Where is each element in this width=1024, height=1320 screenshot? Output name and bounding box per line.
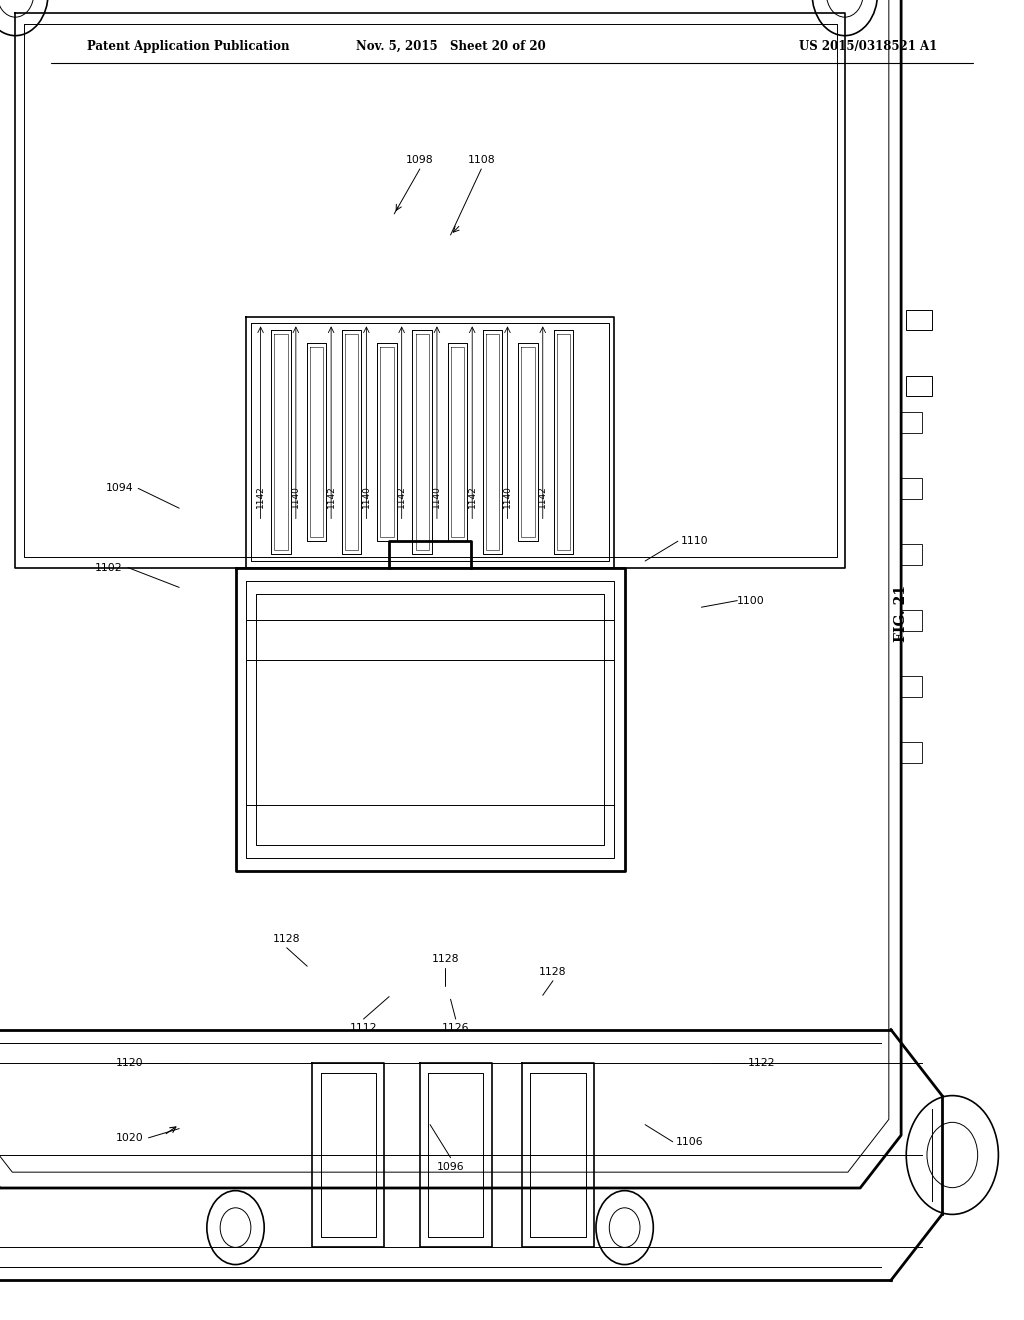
Text: 1096: 1096 (437, 1162, 464, 1172)
Text: 1128: 1128 (273, 933, 300, 944)
Text: 1120: 1120 (116, 1057, 143, 1068)
Text: 1106: 1106 (676, 1137, 703, 1147)
Text: 1098: 1098 (407, 154, 433, 165)
Bar (906, 310, 932, 330)
Bar (906, 376, 932, 396)
Text: Nov. 5, 2015   Sheet 20 of 20: Nov. 5, 2015 Sheet 20 of 20 (355, 40, 546, 53)
Text: 1140: 1140 (503, 486, 512, 508)
Text: 1142: 1142 (468, 486, 477, 508)
Text: 1142: 1142 (256, 486, 265, 508)
Text: 1094: 1094 (105, 483, 133, 494)
Text: 1140: 1140 (361, 486, 371, 508)
Text: US 2015/0318521 A1: US 2015/0318521 A1 (799, 40, 937, 53)
Bar (901, 610, 922, 631)
Text: 1142: 1142 (539, 486, 547, 508)
Text: 1142: 1142 (327, 486, 336, 508)
Text: 1128: 1128 (540, 966, 566, 977)
Bar (901, 478, 922, 499)
Text: 1140: 1140 (432, 486, 441, 508)
Text: FIG. 21: FIG. 21 (894, 585, 908, 643)
Text: 1128: 1128 (432, 953, 459, 964)
Bar (901, 676, 922, 697)
Text: 1122: 1122 (748, 1057, 775, 1068)
Text: 1110: 1110 (681, 536, 709, 546)
Text: 1140: 1140 (292, 486, 300, 508)
Text: 1100: 1100 (737, 595, 765, 606)
Bar (901, 742, 922, 763)
Bar (901, 544, 922, 565)
Text: 1142: 1142 (397, 486, 407, 508)
Text: 1108: 1108 (468, 154, 495, 165)
Text: 1020: 1020 (116, 1133, 143, 1143)
Text: 1102: 1102 (95, 562, 123, 573)
Text: 1112: 1112 (350, 1023, 377, 1034)
Bar (901, 412, 922, 433)
Text: Patent Application Publication: Patent Application Publication (87, 40, 290, 53)
Text: 1126: 1126 (442, 1023, 469, 1034)
